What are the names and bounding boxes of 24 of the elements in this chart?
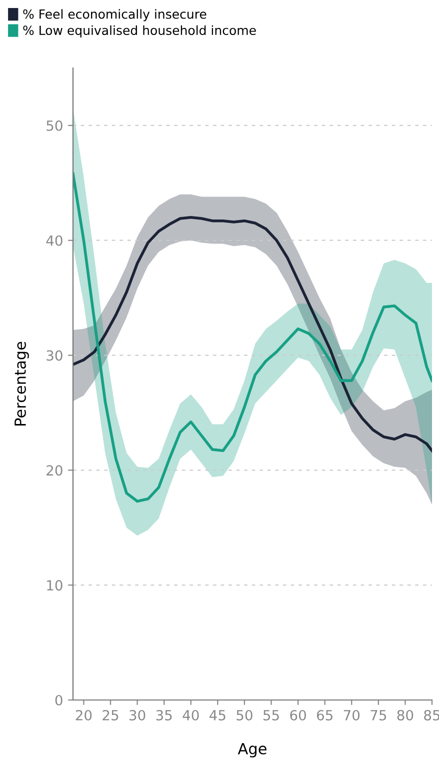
x-tick-label: 45: [210, 710, 226, 720]
x-axis-title: Age: [238, 743, 266, 758]
line-series: [73, 216, 432, 452]
x-tick-label: 30: [130, 710, 146, 720]
y-tick-label: 40: [46, 235, 62, 246]
x-tick-label: 75: [370, 710, 386, 720]
y-tick-label: 20: [46, 465, 62, 476]
x-tick-label: 20: [76, 710, 92, 720]
x-tick-label: 40: [182, 710, 199, 720]
x-tick-label: 55: [263, 710, 279, 720]
x-tick-label: 25: [102, 710, 118, 720]
x-tick-label: 65: [316, 710, 332, 720]
x-tick-label: 35: [156, 710, 172, 720]
y-axis-title: Percentage: [14, 342, 29, 426]
legend-label: % Feel economically insecure: [23, 9, 206, 22]
y-tick-label: 50: [46, 120, 62, 131]
y-tick-label: 30: [46, 350, 62, 361]
x-tick-label: 60: [290, 710, 306, 720]
y-tick-label: 0: [55, 694, 62, 706]
x-tick-label: 50: [236, 710, 252, 720]
x-tick-label: 80: [397, 710, 414, 720]
legend-label: % Low equivalised household income: [23, 25, 256, 38]
y-tick-label: 10: [47, 580, 62, 591]
x-tick-label: 70: [344, 710, 360, 720]
